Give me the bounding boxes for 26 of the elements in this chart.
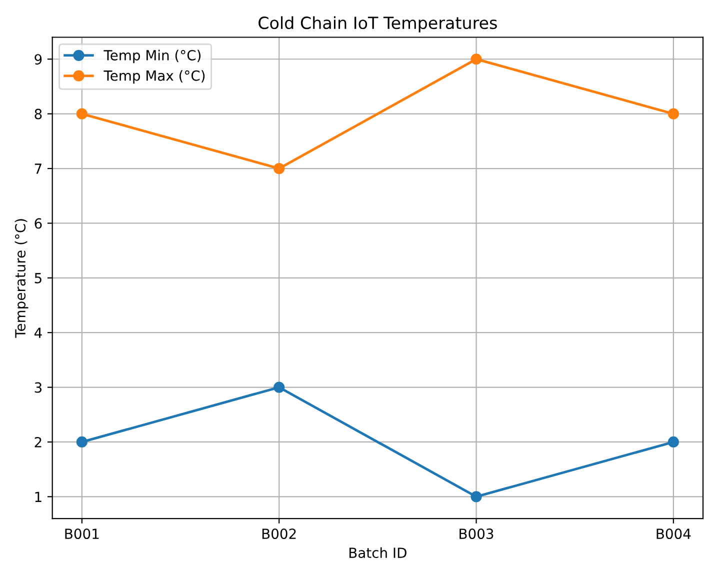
point [274, 162, 285, 174]
point [668, 436, 679, 448]
point [668, 108, 679, 120]
point [274, 382, 285, 393]
y-tick-label: 9 [34, 54, 42, 65]
y-tick-label: 3 [34, 382, 42, 393]
x-tick-label: B002 [262, 528, 296, 540]
legend-label: Temp Min (°C) [104, 50, 201, 64]
y-tick-label: 6 [34, 218, 42, 229]
point [470, 491, 482, 502]
x-tick-label: B004 [656, 528, 691, 540]
y-tick-label: 4 [34, 328, 42, 338]
y-tick-label: 7 [34, 164, 42, 174]
point [470, 54, 482, 65]
y-tick-label: 2 [34, 436, 42, 448]
x-axis-title: Batch ID [349, 547, 406, 558]
y-axis-title: Temperature (°C) [14, 219, 28, 338]
point [76, 436, 88, 448]
y-tick-label: 1 [35, 492, 42, 502]
y-tick-label: 8 [34, 108, 42, 120]
chart-title: Cold Chain IoT Temperatures [258, 16, 497, 32]
legend-label: Temp Max (°C) [104, 70, 205, 84]
y-tick-label: 5 [34, 273, 42, 284]
x-tick-label: B003 [460, 528, 494, 540]
x-tick-label: B001 [65, 528, 99, 540]
point [76, 108, 88, 120]
